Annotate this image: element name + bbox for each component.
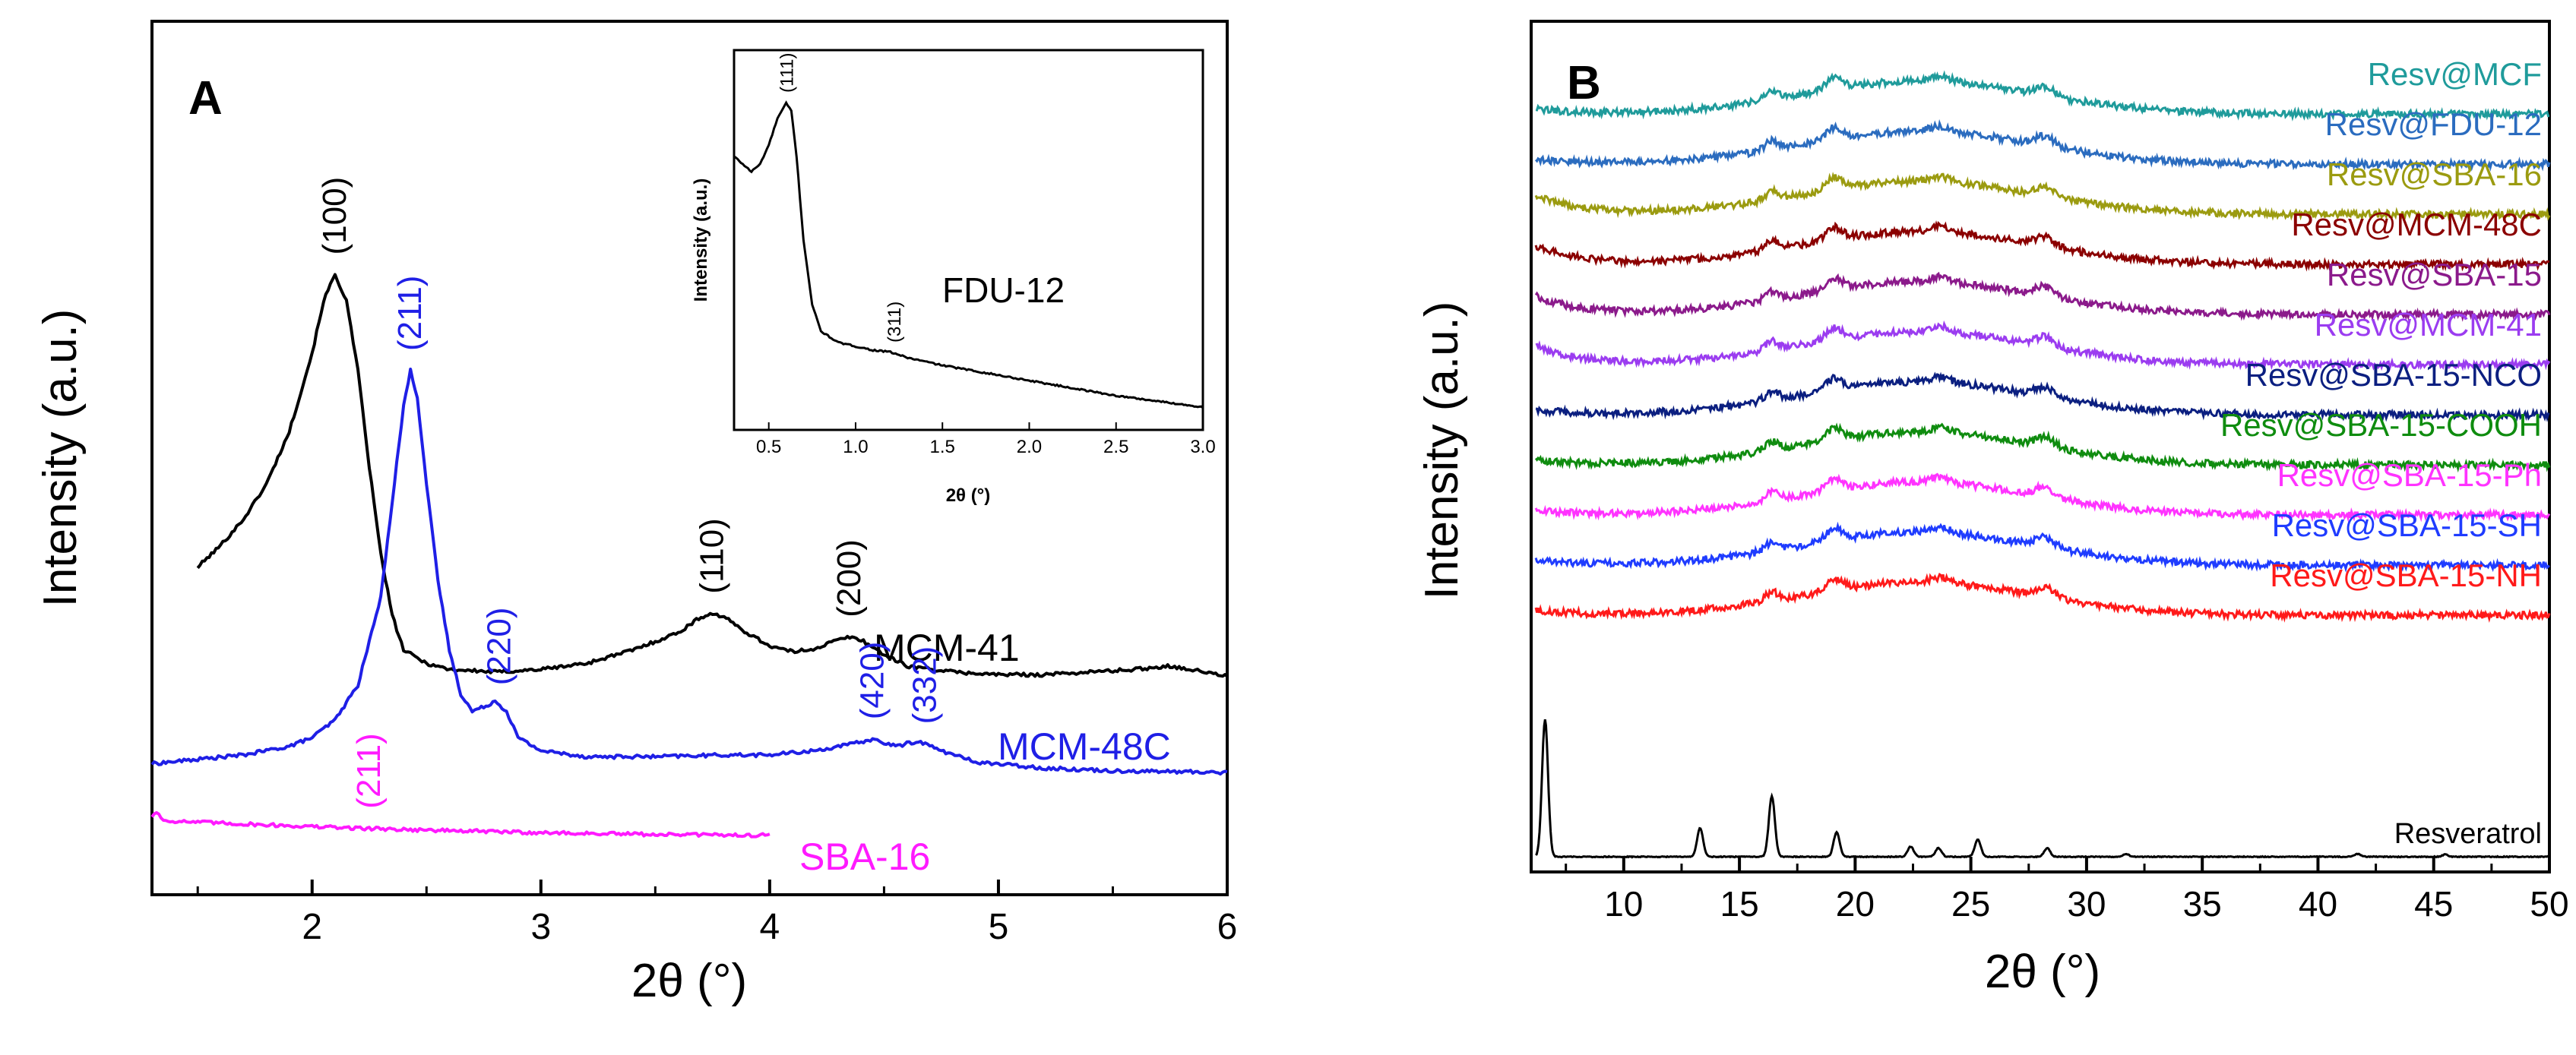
series-label-mcm-41: MCM-41: [874, 627, 1020, 669]
series-line-resv-mcm-48c: [1534, 220, 2550, 272]
peak-label: (200): [831, 539, 868, 618]
inset-series: [733, 100, 1204, 409]
series-line-resv-sba-15-ph: [1534, 472, 2551, 523]
inset-x-tick-label: 2.0: [1017, 437, 1042, 457]
inset-x-tick-label: 0.5: [756, 437, 781, 457]
series-label-sba-16: SBA-16: [799, 835, 930, 878]
series-line-resv-sba-15: [1534, 271, 2551, 322]
series-label: Resv@SBA-15-NCO: [2245, 357, 2542, 393]
panel-b-x-tick-label: 45: [2414, 884, 2453, 924]
series-line-resv-fdu-12: [1534, 118, 2551, 172]
inset-x-axis-label: 2θ (°): [946, 485, 991, 506]
panel-a-x-tick-label: 2: [302, 907, 322, 947]
peak-label: (211): [350, 733, 388, 808]
series-line-resv-sba-16: [1534, 172, 2551, 223]
panel-b-x-tick-label: 25: [1951, 884, 1990, 924]
inset-x-tick-label: 2.5: [1103, 437, 1128, 457]
series-line-sba-16: [150, 810, 771, 839]
peak-label: (110): [694, 518, 731, 593]
inset-x-tick-label: 3.0: [1190, 437, 1215, 457]
series-label: Resv@MCM-48C: [2291, 207, 2542, 242]
panel-b-frame: [1530, 20, 2551, 873]
inset-peak-label: (311): [885, 302, 905, 343]
series-line-resv-sba-15-nh: [1534, 572, 2551, 623]
panel-b-x-tick-label: 20: [1836, 884, 1875, 924]
series-line-mcm-41: [196, 273, 1229, 678]
series-label: Resv@SBA-15-Ph: [2277, 457, 2542, 493]
series-label: Resv@SBA-15-SH: [2272, 507, 2542, 543]
inset-line-fdu12: [733, 100, 1204, 409]
inset-peak-label: (111): [777, 53, 798, 93]
panel-b-x-axis-label: 2θ (°): [1985, 946, 2100, 998]
peak-label: (332): [907, 646, 944, 725]
inset-x-ticks: 0.5 1.0 1.5 2.0 2.5 3.0: [756, 422, 1216, 457]
panel-a-frame: [150, 20, 1229, 896]
panel-a-x-tick-label: 3: [530, 907, 551, 947]
series-label: Resv@SBA-16: [2327, 156, 2542, 192]
panel-a-x-axis-label: 2θ (°): [631, 955, 747, 1007]
series-label: Resv@SBA-15-COOH: [2220, 407, 2542, 443]
panel-b-x-tick-label: 35: [2183, 884, 2222, 924]
panel-b-label: B: [1567, 57, 1601, 109]
panel-b-x-tick-label: 40: [2299, 884, 2337, 924]
panel-b-x-tick-label: 30: [2067, 884, 2106, 924]
panel-b-x-ticks: 10 15 20 25 30 35 40 45 50: [1565, 857, 2569, 924]
series-line-mcm-48c: [150, 368, 1228, 776]
series-label: Resv@FDU-12: [2325, 106, 2542, 142]
panel-a-x-tick-label: 5: [989, 907, 1009, 947]
series-label-resveratrol: Resveratrol: [2394, 818, 2542, 850]
inset-y-axis-label: Intensity (a.u.): [691, 178, 711, 302]
inset-x-tick-label: 1.0: [843, 437, 868, 457]
panel-a: A 2θ (°) Intensity (a.u.) 2 3 4 5 6 (100) (11…: [34, 20, 1238, 1007]
inset-peak-labels: (111) (311): [777, 53, 906, 343]
panel-b-series-labels: Resv@MCF Resv@FDU-12 Resv@SBA-16 Resv@MCM-4…: [2220, 56, 2542, 850]
inset-frame: [733, 49, 1204, 431]
series-label: Resv@MCM-41: [2315, 307, 2542, 343]
inset-fdu12: Intensity (a.u.) 2θ (°) FDU-12 0.5 1.0 1.5…: [691, 49, 1216, 506]
peak-label: (211): [391, 276, 429, 351]
series-line-resv-mcf: [1535, 70, 2550, 122]
inset-x-tick-label: 1.5: [930, 437, 955, 457]
series-label: Resv@SBA-15-NH: [2270, 558, 2542, 593]
panel-b-y-axis-label: Intensity (a.u.): [1416, 302, 1468, 600]
inset-sample-label: FDU-12: [942, 270, 1065, 310]
series-line-resveratrol: [1534, 719, 2550, 859]
series-label-mcm-48c: MCM-48C: [998, 725, 1171, 768]
panel-a-y-axis-label: Intensity (a.u.): [34, 309, 87, 608]
panel-b: B 2θ (°) Intensity (a.u.) 10 15 20 25 30 35 40…: [1416, 20, 2569, 998]
series-label: Resv@SBA-15: [2327, 257, 2542, 292]
panel-a-series: [150, 273, 1229, 839]
peak-label: (100): [316, 177, 353, 255]
panel-a-x-tick-label: 4: [760, 907, 780, 947]
panel-b-series: [1534, 70, 2551, 859]
panel-a-x-ticks: 2 3 4 5 6: [196, 880, 1238, 947]
series-line-resv-sba-15-cooh: [1534, 422, 2551, 473]
panel-b-x-tick-label: 50: [2530, 884, 2568, 924]
panel-a-x-tick-label: 6: [1217, 907, 1238, 947]
series-label: Resv@MCF: [2368, 56, 2542, 92]
series-line-resv-sba-15-sh: [1534, 521, 2550, 573]
panel-b-x-tick-label: 10: [1604, 884, 1643, 924]
peak-label: (420): [853, 642, 891, 720]
peak-label: (220): [481, 607, 518, 685]
panel-a-label: A: [188, 72, 223, 125]
series-line-resv-mcm-41: [1535, 320, 2551, 372]
panel-b-x-tick-label: 15: [1720, 884, 1759, 924]
panel-a-peak-labels: (100) (110) (200)MCM-41 (211) (220) (420) (332…: [316, 177, 1171, 878]
series-line-resv-sba-15-nco: [1535, 371, 2550, 422]
